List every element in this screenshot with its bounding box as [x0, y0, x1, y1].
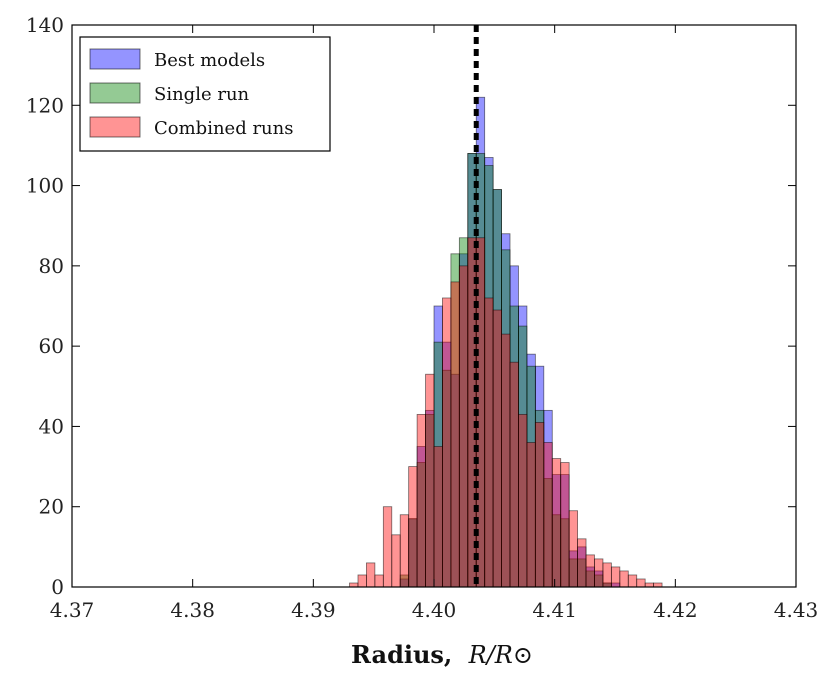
bar-series2-bin26 [568, 510, 579, 588]
bar-series2-bin31 [610, 566, 621, 588]
bar-series2-bin9 [425, 373, 435, 588]
y-tick-label-3: 60 [39, 334, 64, 358]
x-tick-label-3: 4.40 [412, 598, 457, 622]
legend-label-1: Single run [154, 84, 250, 105]
y-tick-label-4: 80 [39, 254, 64, 278]
bar-series2-bin13 [458, 265, 469, 588]
bars-layer [349, 96, 663, 588]
y-tick-label-1: 20 [39, 495, 64, 519]
bar-series2-bin11 [442, 297, 452, 588]
legend-label-0: Best models [154, 50, 265, 71]
ticks-layer: 4.37 4.38 4.39 4.40 4.41 4.42 4.43 0 20 40 60 80 100… [26, 13, 818, 622]
bar-series2-bin30 [602, 562, 612, 588]
bar-series2-bin12 [450, 281, 460, 588]
bar-series2-bin36 [653, 582, 663, 588]
x-tick-label-5: 4.42 [653, 598, 698, 622]
bar-series2-bin34 [636, 578, 646, 588]
bar-series2-bin16 [484, 297, 494, 588]
bar-series2-bin20 [518, 413, 528, 588]
bar-series2-bin7 [408, 466, 418, 588]
legend-swatch-0 [89, 48, 141, 70]
bar-series2-bin19 [509, 361, 519, 588]
bar-series2-bin4 [382, 506, 393, 588]
x-axis-label: Radius, R/R⊙ [351, 640, 533, 669]
legend: Best models Single run Combined runs [79, 36, 331, 152]
bar-series2-bin23 [543, 442, 553, 588]
y-tick-label-2: 40 [39, 414, 64, 438]
bar-series2-bin0 [349, 582, 359, 588]
x-axis-label-text: Radius, [351, 640, 452, 669]
bar-series2-bin18 [501, 333, 511, 588]
x-axis-label-math: R/R⊙ [468, 641, 533, 669]
y-tick-label-6: 120 [26, 93, 64, 117]
bar-series2-bin8 [416, 413, 426, 588]
x-tick-label-4: 4.41 [532, 598, 577, 622]
y-tick-label-0: 0 [51, 575, 64, 599]
legend-label-2: Combined runs [154, 118, 293, 139]
y-tick-label-7: 140 [26, 13, 64, 37]
x-tick-label-2: 4.39 [291, 598, 336, 622]
bar-series2-bin6 [399, 514, 410, 588]
legend-swatch-1 [89, 82, 141, 104]
bar-series2-bin25 [560, 462, 570, 588]
y-tick-label-5: 100 [26, 174, 64, 198]
bar-series2-bin27 [577, 538, 587, 588]
bar-series2-bin17 [492, 309, 502, 588]
bar-series2-bin21 [526, 442, 536, 588]
bar-series2-bin32 [619, 570, 629, 588]
x-tick-label-1: 4.38 [170, 598, 215, 622]
x-tick-label-6: 4.43 [774, 598, 819, 622]
x-tick-label-0: 4.37 [50, 598, 95, 622]
bar-series2-bin2 [366, 562, 376, 588]
bar-series2-bin33 [627, 574, 638, 588]
legend-box [79, 36, 331, 152]
bar-series2-bin24 [551, 458, 562, 588]
bar-series2-bin10 [433, 446, 443, 588]
bar-series2-bin3 [374, 574, 384, 588]
bar-series2-bin1 [357, 574, 367, 588]
legend-swatch-2 [89, 116, 141, 138]
bar-series2-bin5 [391, 534, 401, 588]
bar-series2-bin29 [594, 558, 604, 588]
bar-series2-bin22 [534, 422, 545, 588]
bar-series2-bin35 [644, 582, 655, 588]
bar-series2-bin28 [585, 554, 595, 588]
